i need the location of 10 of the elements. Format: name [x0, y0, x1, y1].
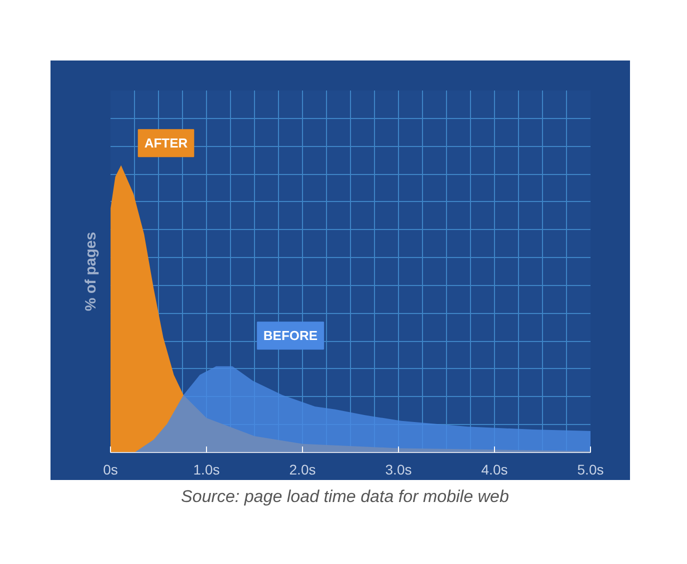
- y-axis-title: % of pages: [82, 232, 100, 312]
- x-tick-label: 4.0s: [481, 462, 508, 478]
- text: BEFORE: [263, 328, 318, 344]
- source-note: Source: page load time data for mobile web: [181, 486, 509, 508]
- x-tick-label: 0s: [103, 462, 118, 478]
- x-tick-label: 1.0s: [193, 462, 220, 478]
- x-tick-label: 2.0s: [289, 462, 316, 478]
- x-tick-label: 5.0s: [577, 462, 604, 478]
- x-tick-label: 3.0s: [385, 462, 412, 478]
- text: AFTER: [144, 136, 188, 151]
